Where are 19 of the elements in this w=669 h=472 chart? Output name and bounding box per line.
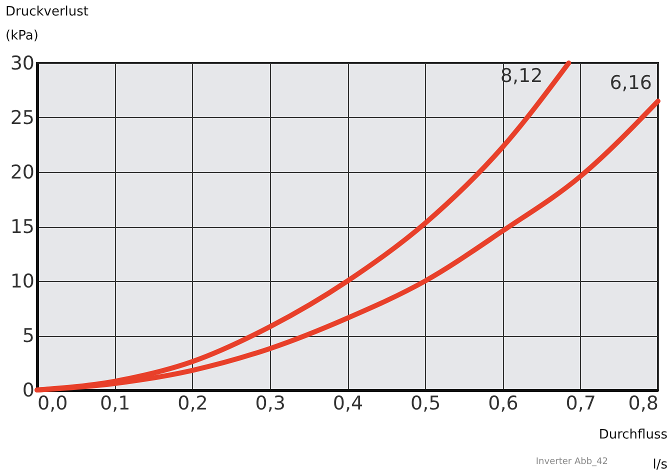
y-tick-label: 0 bbox=[22, 380, 34, 402]
y-tick-label: 15 bbox=[10, 216, 34, 238]
series-label: 6,16 bbox=[610, 72, 652, 94]
x-tick-label: 0,8 bbox=[628, 392, 658, 414]
y-tick-label: 25 bbox=[10, 107, 34, 129]
x-tick-label: 0,5 bbox=[410, 392, 441, 414]
text: Inverter Abb_42 bbox=[536, 457, 608, 467]
x-tick-label: 0,7 bbox=[566, 392, 596, 414]
y-tick-label: 30 bbox=[10, 52, 34, 74]
y-tick-label: 20 bbox=[10, 162, 34, 184]
y-tick-label: 5 bbox=[22, 325, 34, 347]
y-tick-label: 10 bbox=[10, 270, 34, 292]
x-tick-label: 0,1 bbox=[100, 392, 130, 414]
x-tick-label: 0,4 bbox=[332, 392, 364, 414]
x-tick-label: 0,6 bbox=[488, 392, 518, 414]
x-tick-label: 0,2 bbox=[178, 392, 208, 414]
x-tick-label: 0,0 bbox=[38, 392, 68, 414]
x-tick-label: 0,3 bbox=[255, 392, 286, 414]
y-axis-title: Druckverlust (kPa) bbox=[6, 4, 89, 44]
